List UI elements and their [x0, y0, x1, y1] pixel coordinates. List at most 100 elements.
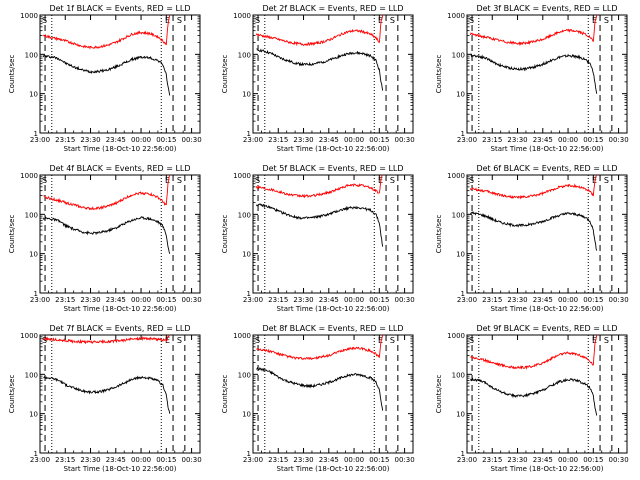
x-tick-label: 23:00	[243, 456, 263, 464]
end-marker-label-e: E	[592, 16, 597, 25]
lld-series-line	[43, 174, 171, 211]
start-marker-label: S	[42, 336, 47, 345]
end-marker-label-s: S	[604, 336, 609, 345]
x-tick-label: 23:15	[268, 296, 288, 304]
y-axis-label: Counts/sec	[435, 55, 443, 94]
start-marker-label: S	[469, 16, 474, 25]
x-tick-label: 23:00	[30, 456, 50, 464]
x-tick-label: 23:45	[319, 456, 339, 464]
y-axis-label: Counts/sec	[8, 215, 16, 254]
plot-frame	[39, 334, 201, 454]
chart-title: Det 9f BLACK = Events, RED = LLD	[476, 324, 617, 333]
x-tick-label: 23:30	[507, 296, 527, 304]
y-tick-label: 10	[456, 91, 465, 99]
start-marker-label: S	[255, 176, 260, 185]
plot-frame	[466, 14, 628, 134]
y-tick-label: 10	[242, 91, 251, 99]
y-tick-label: 1000	[20, 12, 38, 20]
y-tick-label: 10	[242, 411, 251, 419]
lld-series-line	[255, 174, 384, 199]
x-tick-label: 23:15	[268, 456, 288, 464]
y-axis-label: Counts/sec	[8, 375, 16, 414]
x-tick-label: 00:00	[344, 296, 364, 304]
end-marker-label-e: E	[378, 16, 383, 25]
events-series-line	[470, 53, 598, 94]
x-tick-label: 00:00	[558, 296, 578, 304]
plot-frame	[39, 174, 201, 294]
x-tick-label: 00:00	[131, 456, 151, 464]
lld-series-line	[470, 334, 598, 370]
x-tick-label: 00:15	[156, 136, 176, 144]
y-tick-label: 10	[29, 251, 38, 259]
y-tick-label: 1	[461, 130, 465, 138]
x-tick-label: 23:30	[80, 136, 100, 144]
panel-det-6: Det 6f BLACK = Events, RED = LLD 1 10 100 10…	[435, 164, 629, 313]
end-marker-label-s: S	[177, 176, 182, 185]
panel-det-8: Det 8f BLACK = Events, RED = LLD 1 10 100 10…	[221, 324, 415, 473]
x-axis-label: Start Time (18-Oct-10 22:56:00)	[277, 465, 390, 473]
plot-frame	[466, 334, 628, 454]
x-tick-label: 23:00	[30, 296, 50, 304]
y-tick-label: 1000	[20, 172, 38, 180]
x-tick-label: 00:30	[608, 456, 628, 464]
y-tick-label: 1	[461, 290, 465, 298]
chart-title: Det 4f BLACK = Events, RED = LLD	[49, 164, 190, 173]
events-series-line	[255, 203, 384, 247]
x-tick-label: 23:45	[319, 296, 339, 304]
x-tick-label: 23:30	[293, 136, 313, 144]
end-marker-label-s: S	[390, 16, 395, 25]
x-tick-label: 00:30	[181, 136, 201, 144]
plot-frame	[252, 14, 414, 134]
y-tick-label: 100	[238, 211, 251, 219]
y-axis-label: Counts/sec	[221, 55, 229, 94]
y-tick-label: 1	[34, 290, 38, 298]
y-tick-label: 1	[461, 450, 465, 458]
lld-series-line	[43, 14, 171, 50]
y-tick-label: 1	[247, 290, 251, 298]
events-series-line	[42, 216, 171, 254]
events-series-line	[256, 48, 384, 91]
y-tick-label: 10	[29, 411, 38, 419]
end-marker-label-s: S	[390, 336, 395, 345]
events-series-line	[469, 377, 598, 416]
y-tick-label: 100	[238, 51, 251, 59]
end-marker-label-e: E	[165, 16, 170, 25]
end-marker-label-s: S	[177, 16, 182, 25]
x-tick-label: 23:45	[106, 456, 126, 464]
chart-title: Det 7f BLACK = Events, RED = LLD	[49, 324, 190, 333]
x-tick-label: 00:30	[394, 136, 414, 144]
start-marker-label: S	[469, 176, 474, 185]
end-marker-label-e: E	[378, 336, 383, 345]
x-axis-label: Start Time (18-Oct-10 22:56:00)	[277, 145, 390, 153]
y-tick-label: 1000	[447, 172, 465, 180]
end-marker-label-s: S	[604, 16, 609, 25]
x-axis-label: Start Time (18-Oct-10 22:56:00)	[491, 305, 604, 313]
end-marker-label-e: E	[592, 176, 597, 185]
x-tick-label: 00:15	[583, 296, 603, 304]
events-series-line	[256, 366, 384, 411]
start-marker-label: S	[42, 176, 47, 185]
plot-frame	[252, 174, 414, 294]
y-tick-label: 1	[34, 450, 38, 458]
x-axis-label: Start Time (18-Oct-10 22:56:00)	[277, 305, 390, 313]
panel-det-4: Det 4f BLACK = Events, RED = LLD 1 10 100 10…	[8, 164, 202, 313]
panel-det-9: Det 9f BLACK = Events, RED = LLD 1 10 100 10…	[435, 324, 629, 473]
end-marker-label-s: S	[390, 176, 395, 185]
x-tick-label: 23:00	[457, 296, 477, 304]
x-tick-label: 00:15	[369, 456, 389, 464]
x-tick-label: 23:15	[268, 136, 288, 144]
x-tick-label: 23:45	[533, 456, 553, 464]
y-axis-label: Counts/sec	[435, 215, 443, 254]
x-tick-label: 23:30	[293, 456, 313, 464]
x-tick-label: 23:30	[507, 456, 527, 464]
x-tick-label: 23:30	[80, 456, 100, 464]
y-tick-label: 1000	[233, 12, 251, 20]
y-axis-label: Counts/sec	[221, 215, 229, 254]
x-tick-label: 00:15	[583, 136, 603, 144]
chart-title: Det 6f BLACK = Events, RED = LLD	[476, 164, 617, 173]
x-tick-label: 00:15	[369, 296, 389, 304]
x-tick-label: 00:30	[394, 296, 414, 304]
events-series-line	[470, 211, 598, 251]
x-tick-label: 23:30	[80, 296, 100, 304]
